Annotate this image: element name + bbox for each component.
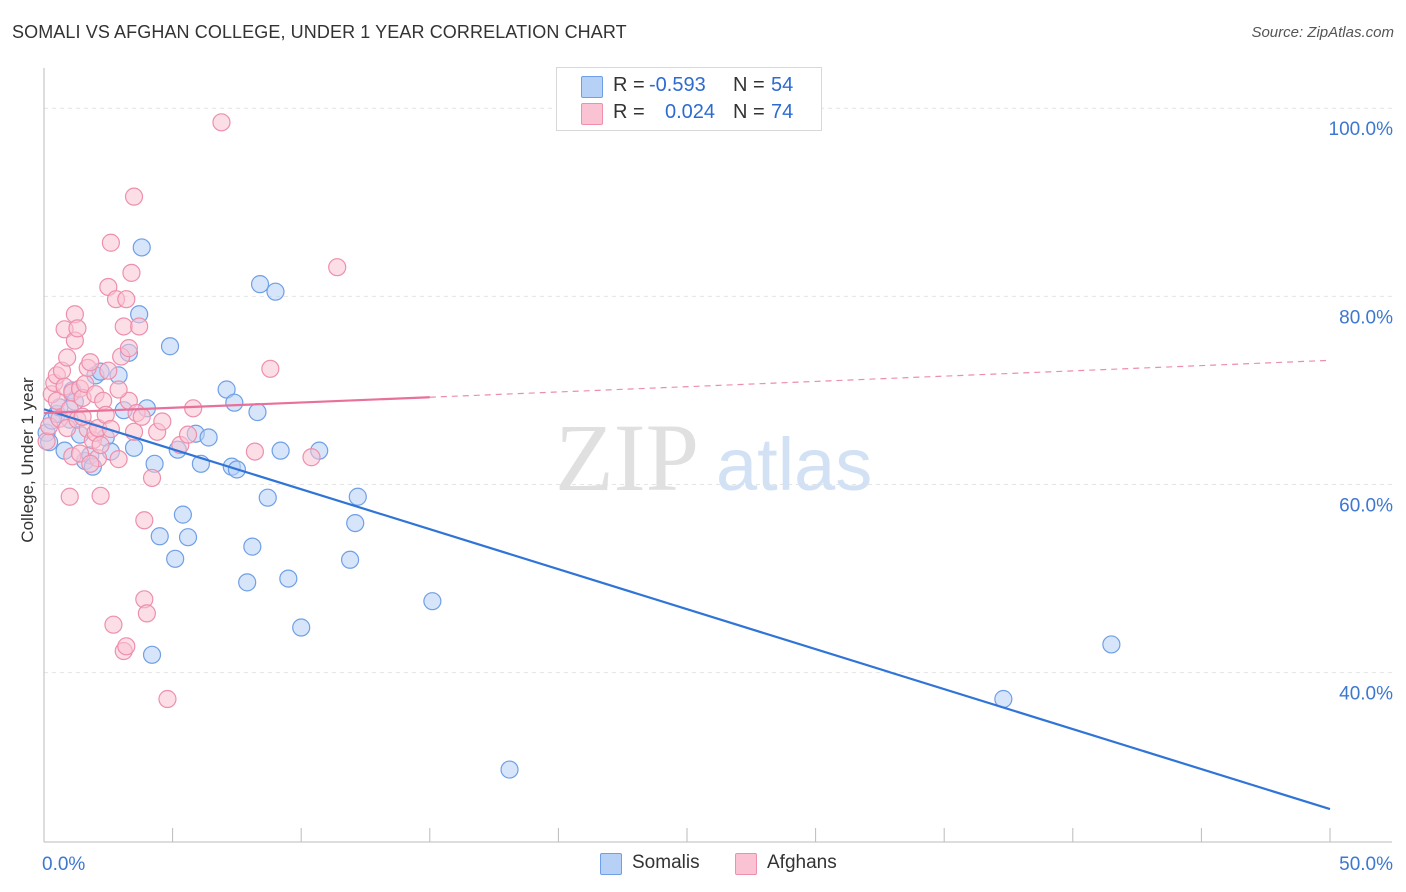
afghan-point [178,425,198,444]
somali-point [271,441,290,460]
axis-layer [43,68,1392,843]
afghan-point [117,290,136,309]
y-tick-label: 40.0% [1339,684,1393,705]
legend-n-label: N = [733,101,765,123]
somali-point [292,618,311,637]
legend-swatch-blue [600,853,622,875]
somali-point [340,550,360,569]
somali-point [279,569,298,588]
somali-point [238,573,257,592]
somali-point [178,528,198,547]
afghan-point [135,511,154,530]
afghan-point [47,391,66,410]
afghan-point [58,348,77,367]
afghan-point [109,380,128,399]
afghan-point [261,359,280,378]
somali-point [124,438,144,457]
afghan-trend-line [43,396,430,415]
somali-point [500,760,519,779]
afghan-point [104,615,123,634]
legend-r-label: R = [613,101,645,123]
somali-point [348,487,367,506]
legend-label-somalis: Somalis [632,852,700,873]
afghan-point [91,435,110,455]
legend-label-afghans: Afghans [767,852,837,873]
watermark-atlas: atlas [716,423,872,506]
afghan-point [153,412,172,431]
legend-r-value: -0.593 [649,74,706,96]
afghan-point [130,317,149,336]
somali-point [248,402,267,422]
stats-legend: R = -0.593 N = 54 R = 0.024 N = 74 [556,67,822,131]
somali-trend-line [43,408,1331,811]
legend-swatch-pink [581,103,603,125]
legend-r-label: R = [613,74,645,96]
somali-point [150,527,169,546]
afghan-point [245,442,265,461]
somali-point [199,428,218,447]
somali-point [243,537,262,556]
somali-point [142,645,162,664]
afghan-point [137,604,156,623]
afghan-point [212,113,231,132]
somali-point [225,393,244,412]
x-tick-label: 0.0% [42,854,85,875]
somali-point [250,275,270,294]
afghan-point [142,468,162,488]
afghan-point [114,317,133,336]
legend-swatch-pink [735,853,757,875]
afghan-point [37,432,56,451]
afghan-point [81,353,100,372]
watermark-zip: ZIP [555,404,699,511]
tick-label-layer: 100.0% 80.0% 60.0% 40.0% 0.0% 50.0% [42,119,1393,875]
y-tick-label: 100.0% [1329,119,1394,140]
afghan-point [109,450,128,469]
afghan-point [60,487,79,506]
y-tick-label: 60.0% [1339,496,1393,517]
chart-title: SOMALI VS AFGHAN COLLEGE, UNDER 1 YEAR C… [12,22,627,42]
afghan-point [158,689,177,709]
legend-r-value: 0.024 [665,101,716,123]
trend-layer [43,359,1331,811]
somali-point [173,505,192,524]
somali-point [346,513,365,533]
somali-point [160,337,180,356]
somali-point [166,549,185,568]
y-tick-label: 80.0% [1339,307,1393,328]
afghan-point [68,319,87,338]
source-label: Source: ZipAtlas.com [1251,24,1394,41]
afghan-trend-line-dashed [429,359,1331,398]
afghan-point [119,339,138,358]
somali-point [132,238,151,257]
afghan-point [328,258,347,277]
afghan-point [91,486,110,505]
somali-point [1102,635,1121,654]
afghan-point [302,448,321,467]
afghan-point [132,407,151,426]
afghan-point [124,187,144,206]
afghan-point [122,263,141,282]
afghan-point [117,637,136,656]
afghan-point [184,399,203,418]
legend-n-value: 54 [771,74,794,96]
legend-n-value: 74 [771,101,794,123]
somali-point [258,488,277,507]
afghan-point [101,233,120,252]
legend-swatch-blue [581,76,603,98]
afghan-point [81,454,100,473]
somali-point [423,592,442,611]
legend-n-label: N = [733,74,765,96]
afghan-point [99,361,118,380]
x-tick-label: 50.0% [1339,854,1393,875]
somali-point [266,282,285,301]
